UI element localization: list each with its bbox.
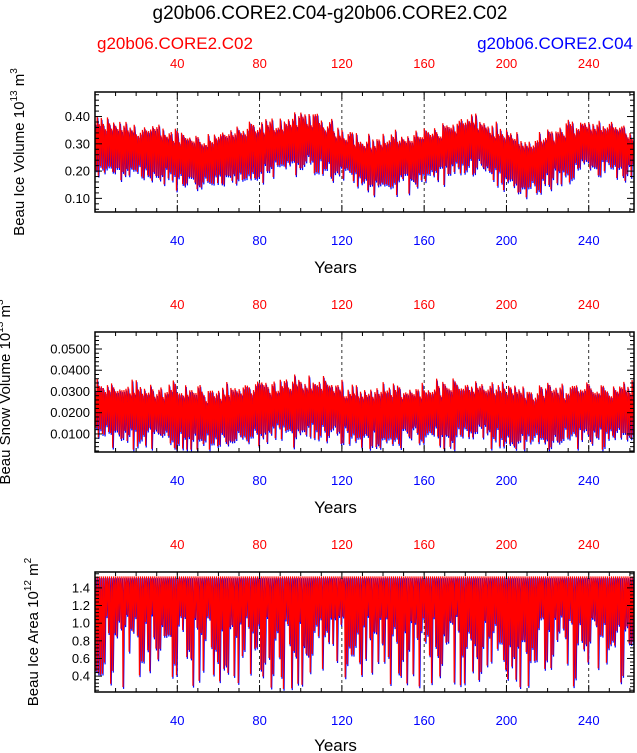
x-tick-label-top: 160 <box>413 297 435 312</box>
x-tick-label-bottom: 120 <box>331 473 353 488</box>
panel-1: 40 40 80 80 120 120 160 160 200 200 240 240 0.10 0.20… <box>9 56 635 277</box>
y-tick-label: 0.10 <box>65 191 90 206</box>
y-axis-label-text: Beau Ice Area 10 <box>25 591 42 706</box>
x-tick-label-top: 160 <box>413 537 435 552</box>
x-tick-label-top: 240 <box>578 297 600 312</box>
x-tick-label-top: 80 <box>252 297 266 312</box>
x-tick-label-top: 240 <box>578 56 600 71</box>
x-tick-label-bottom: 40 <box>170 713 184 728</box>
x-tick-label-bottom: 200 <box>496 713 518 728</box>
y-axis-label: Beau Snow Volume 1013 m3 <box>0 299 14 485</box>
x-tick-label-bottom: 240 <box>578 233 600 248</box>
x-tick-label-bottom: 80 <box>252 713 266 728</box>
legend-c02: g20b06.CORE2.C02 <box>97 34 253 53</box>
x-tick-label-bottom: 80 <box>252 473 266 488</box>
y-tick-label: 0.20 <box>65 164 90 179</box>
y-tick-label: 0.0500 <box>50 341 90 356</box>
x-axis-label: Years <box>314 736 357 753</box>
y-axis-label: Beau Ice Area 1012 m2 <box>23 557 42 706</box>
x-tick-label-top: 40 <box>170 56 184 71</box>
y-tick-label: 0.30 <box>65 136 90 151</box>
y-tick-label: 1.2 <box>72 598 90 613</box>
y-axis-label-exp: 13 <box>0 321 6 333</box>
x-tick-label-top: 200 <box>496 56 518 71</box>
y-tick-label: 0.4 <box>72 669 90 684</box>
y-tick-label: 0.40 <box>65 109 90 124</box>
x-tick-label-top: 160 <box>413 56 435 71</box>
panel-3: 40 40 80 80 120 120 160 160 200 200 240 240 0.4 0.6 0.… <box>23 537 635 753</box>
x-tick-label-top: 200 <box>496 537 518 552</box>
y-tick-label: 1.4 <box>72 580 90 595</box>
x-tick-label-top: 120 <box>331 297 353 312</box>
plot-frame <box>94 331 635 453</box>
y-axis-label-unit-exp: 2 <box>23 557 34 563</box>
series-line-c02 <box>95 374 634 450</box>
x-tick-label-top: 80 <box>252 56 266 71</box>
series-line-c02 <box>95 112 634 198</box>
x-tick-label-bottom: 160 <box>413 713 435 728</box>
y-axis-label-text: Beau Snow Volume 10 <box>0 333 14 485</box>
y-tick-label: 0.0400 <box>50 363 90 378</box>
x-tick-label-bottom: 240 <box>578 713 600 728</box>
series-line-c02 <box>95 576 634 689</box>
y-axis-label-exp: 13 <box>9 90 20 102</box>
x-tick-label-top: 80 <box>252 537 266 552</box>
x-tick-label-bottom: 200 <box>496 233 518 248</box>
y-axis-label-unit-exp: 3 <box>0 299 6 305</box>
y-tick-label: 0.0300 <box>50 384 90 399</box>
panel-2: 40 40 80 80 120 120 160 160 200 200 240 240 0.0100 0.… <box>0 297 635 517</box>
x-tick-label-bottom: 240 <box>578 473 600 488</box>
x-tick-label-bottom: 40 <box>170 233 184 248</box>
x-tick-label-bottom: 80 <box>252 233 266 248</box>
y-axis-label-exp: 12 <box>23 580 34 592</box>
y-tick-label: 0.8 <box>72 633 90 648</box>
y-axis-label: Beau Ice Volume 1013 m3 <box>9 68 28 236</box>
x-tick-label-top: 40 <box>170 537 184 552</box>
y-axis-label-text: Beau Ice Volume 10 <box>11 102 28 236</box>
x-tick-label-top: 40 <box>170 297 184 312</box>
x-tick-label-top: 200 <box>496 297 518 312</box>
x-tick-label-bottom: 120 <box>331 713 353 728</box>
legend-c04: g20b06.CORE2.C04 <box>477 34 633 53</box>
plot-frame <box>94 91 635 213</box>
x-tick-label-bottom: 160 <box>413 473 435 488</box>
figure-title: g20b06.CORE2.C04-g20b06.CORE2.C02 <box>153 3 508 24</box>
x-tick-label-bottom: 40 <box>170 473 184 488</box>
panels: 404080801201201601602002002402400.100.20… <box>0 56 635 753</box>
y-axis-label-unit-exp: 3 <box>9 68 20 74</box>
x-tick-label-top: 240 <box>578 537 600 552</box>
x-tick-label-bottom: 200 <box>496 473 518 488</box>
y-axis-label-unit: m <box>11 74 28 91</box>
y-tick-label: 0.0100 <box>50 426 90 441</box>
y-axis-label-unit: m <box>0 305 14 322</box>
x-axis-label: Years <box>314 498 357 517</box>
x-axis-label: Years <box>314 258 357 277</box>
x-tick-label-bottom: 120 <box>331 233 353 248</box>
x-tick-label-bottom: 160 <box>413 233 435 248</box>
y-tick-label: 0.6 <box>72 651 90 666</box>
y-axis-label-unit: m <box>25 563 42 580</box>
y-tick-label: 0.0200 <box>50 405 90 420</box>
plot-frame <box>94 571 635 693</box>
x-tick-label-top: 120 <box>331 537 353 552</box>
y-tick-label: 1.0 <box>72 616 90 631</box>
x-tick-label-top: 120 <box>331 56 353 71</box>
